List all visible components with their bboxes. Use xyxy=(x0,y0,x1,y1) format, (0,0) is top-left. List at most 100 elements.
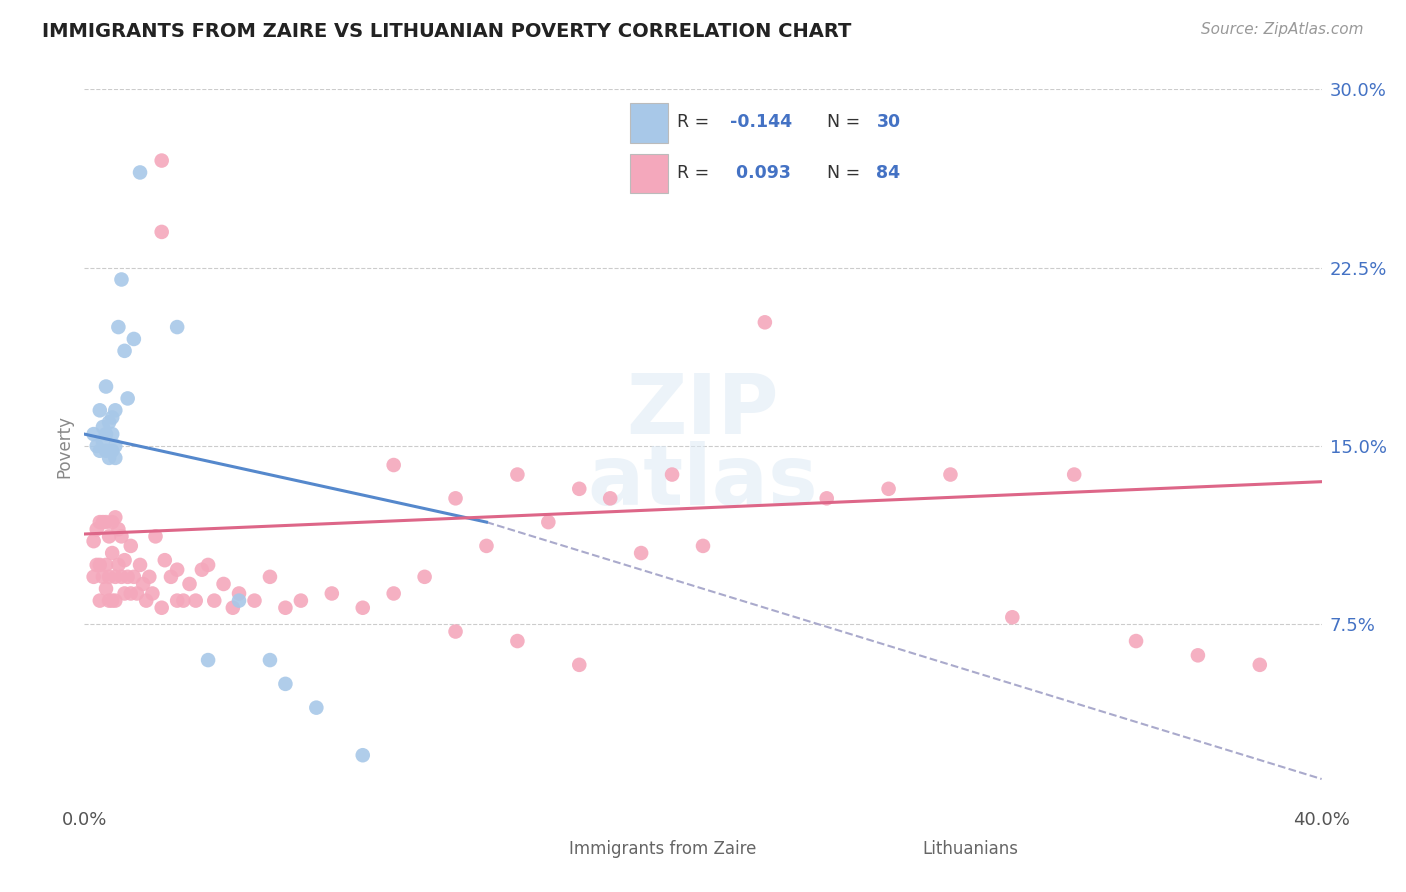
Point xyxy=(94,379,117,393)
Point xyxy=(191,563,214,577)
Point xyxy=(321,586,343,600)
Point xyxy=(1001,610,1024,624)
Point xyxy=(117,570,139,584)
Text: ZIP
atlas: ZIP atlas xyxy=(588,370,818,522)
Point xyxy=(228,586,250,600)
Point xyxy=(153,553,176,567)
Point xyxy=(259,653,281,667)
Point xyxy=(132,577,155,591)
Point xyxy=(692,539,714,553)
Point xyxy=(568,482,591,496)
Point xyxy=(184,593,207,607)
Point xyxy=(94,427,117,442)
Point xyxy=(141,586,163,600)
Point xyxy=(382,458,405,472)
Point xyxy=(83,570,105,584)
Point xyxy=(94,515,117,529)
Point xyxy=(661,467,683,482)
Point xyxy=(754,315,776,329)
Text: Source: ZipAtlas.com: Source: ZipAtlas.com xyxy=(1201,22,1364,37)
Point xyxy=(145,529,167,543)
Point xyxy=(243,593,266,607)
Point xyxy=(537,515,560,529)
Point xyxy=(815,491,838,506)
Point xyxy=(104,403,127,417)
Point xyxy=(630,546,652,560)
Point xyxy=(568,657,591,672)
Point xyxy=(98,570,121,584)
Point xyxy=(98,450,121,465)
Point xyxy=(98,529,121,543)
Point xyxy=(150,600,173,615)
Point xyxy=(91,570,114,584)
Point xyxy=(114,553,136,567)
Point xyxy=(166,593,188,607)
Point xyxy=(91,515,114,529)
Point xyxy=(506,467,529,482)
Point xyxy=(101,443,124,458)
Point xyxy=(104,593,127,607)
Point xyxy=(352,600,374,615)
Point xyxy=(125,586,148,600)
Point xyxy=(110,272,132,286)
Point xyxy=(91,434,114,449)
Point xyxy=(197,653,219,667)
Point xyxy=(89,403,111,417)
Point xyxy=(110,570,132,584)
Point xyxy=(122,570,145,584)
Point xyxy=(122,332,145,346)
Point xyxy=(89,558,111,572)
Point xyxy=(274,677,297,691)
Point xyxy=(444,624,467,639)
Text: IMMIGRANTS FROM ZAIRE VS LITHUANIAN POVERTY CORRELATION CHART: IMMIGRANTS FROM ZAIRE VS LITHUANIAN POVE… xyxy=(42,22,852,41)
Point xyxy=(89,593,111,607)
Text: Lithuanians: Lithuanians xyxy=(922,840,1018,858)
Point xyxy=(197,558,219,572)
Point xyxy=(114,343,136,358)
Point xyxy=(1249,657,1271,672)
Point xyxy=(89,515,111,529)
Point xyxy=(104,510,127,524)
Point xyxy=(413,570,436,584)
Point xyxy=(114,586,136,600)
Point xyxy=(352,748,374,763)
Point xyxy=(228,593,250,607)
Point xyxy=(86,522,108,536)
Point xyxy=(117,392,139,406)
Point xyxy=(166,563,188,577)
Point xyxy=(160,570,183,584)
Point xyxy=(83,534,105,549)
Point xyxy=(101,427,124,442)
Point xyxy=(83,427,105,442)
Point xyxy=(150,153,173,168)
Point xyxy=(212,577,235,591)
Point xyxy=(1063,467,1085,482)
Point xyxy=(101,410,124,425)
Point xyxy=(179,577,201,591)
Point xyxy=(107,320,129,334)
Y-axis label: Poverty: Poverty xyxy=(55,415,73,477)
Point xyxy=(382,586,405,600)
Point xyxy=(135,593,157,607)
Point xyxy=(104,450,127,465)
Point xyxy=(98,593,121,607)
Point xyxy=(89,443,111,458)
Point xyxy=(94,558,117,572)
Point xyxy=(877,482,900,496)
Point xyxy=(166,320,188,334)
Point xyxy=(475,539,498,553)
Point xyxy=(202,593,225,607)
Point xyxy=(104,439,127,453)
Point xyxy=(138,570,160,584)
Point xyxy=(129,165,152,179)
Point xyxy=(599,491,621,506)
Point xyxy=(305,700,328,714)
Point xyxy=(259,570,281,584)
Point xyxy=(101,546,124,560)
Point xyxy=(94,582,117,596)
Point xyxy=(86,558,108,572)
Point xyxy=(98,415,121,429)
Point xyxy=(120,539,142,553)
Point xyxy=(1187,648,1209,663)
Point xyxy=(120,586,142,600)
